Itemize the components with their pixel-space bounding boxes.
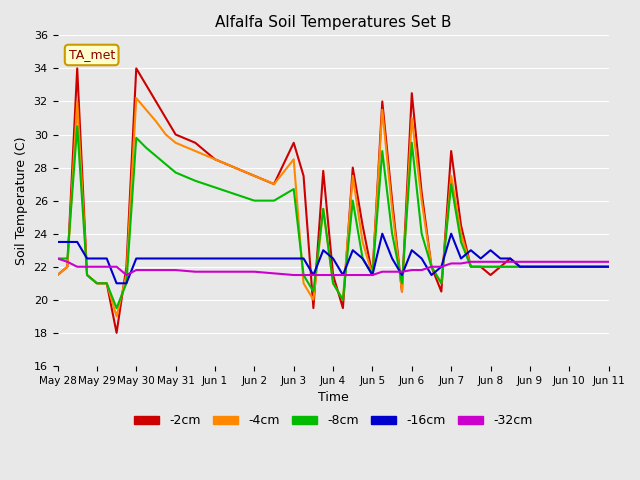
Title: Alfalfa Soil Temperatures Set B: Alfalfa Soil Temperatures Set B [215, 15, 451, 30]
Text: TA_met: TA_met [68, 48, 115, 61]
Legend: -2cm, -4cm, -8cm, -16cm, -32cm: -2cm, -4cm, -8cm, -16cm, -32cm [129, 409, 537, 432]
X-axis label: Time: Time [317, 391, 348, 404]
Y-axis label: Soil Temperature (C): Soil Temperature (C) [15, 136, 28, 265]
